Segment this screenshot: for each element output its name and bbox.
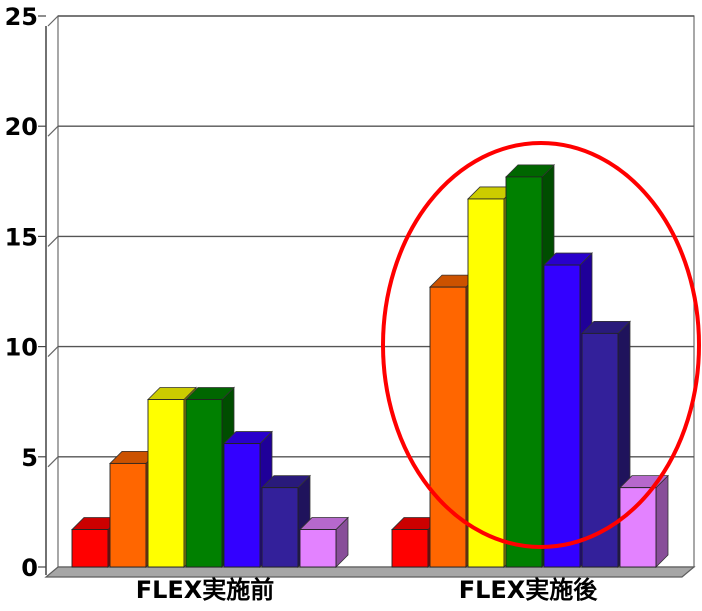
- bar: [429, 286, 467, 568]
- bar: [467, 198, 505, 568]
- bar-group: [391, 163, 669, 568]
- y-tick-label: 5: [21, 444, 38, 472]
- bar: [391, 529, 429, 568]
- gridline-depth: [47, 235, 59, 247]
- bar: [543, 264, 581, 568]
- bar: [223, 443, 261, 568]
- gridline-depth: [47, 15, 59, 27]
- bar: [619, 487, 657, 568]
- y-tick-label: 20: [5, 113, 38, 141]
- label-layer: 0 5 10 15 20 25 FLEX実施前 FLEX実施後: [5, 3, 599, 604]
- gridline-depth: [47, 125, 59, 137]
- bar: [581, 332, 619, 568]
- y-tick-label: 10: [5, 334, 38, 362]
- y-tick-label: 0: [21, 554, 38, 582]
- bars-layer: [71, 163, 669, 568]
- bar: [299, 529, 337, 568]
- bar-group: [71, 386, 349, 568]
- gridline-depth: [47, 456, 59, 468]
- bar: [185, 399, 223, 568]
- gridline-depth: [47, 346, 59, 358]
- bar: [261, 487, 299, 568]
- bar: [147, 399, 185, 568]
- highlight-ellipse: [381, 141, 701, 549]
- bar: [505, 176, 543, 568]
- y-tick-label: 15: [5, 223, 38, 251]
- x-tick-label: FLEX実施前: [136, 576, 275, 604]
- y-tick-label: 25: [5, 3, 38, 31]
- x-tick-label: FLEX実施後: [459, 576, 599, 604]
- annotation-layer: [381, 141, 701, 549]
- bar: [109, 462, 147, 568]
- bar: [71, 529, 109, 568]
- bar-side: [655, 474, 669, 568]
